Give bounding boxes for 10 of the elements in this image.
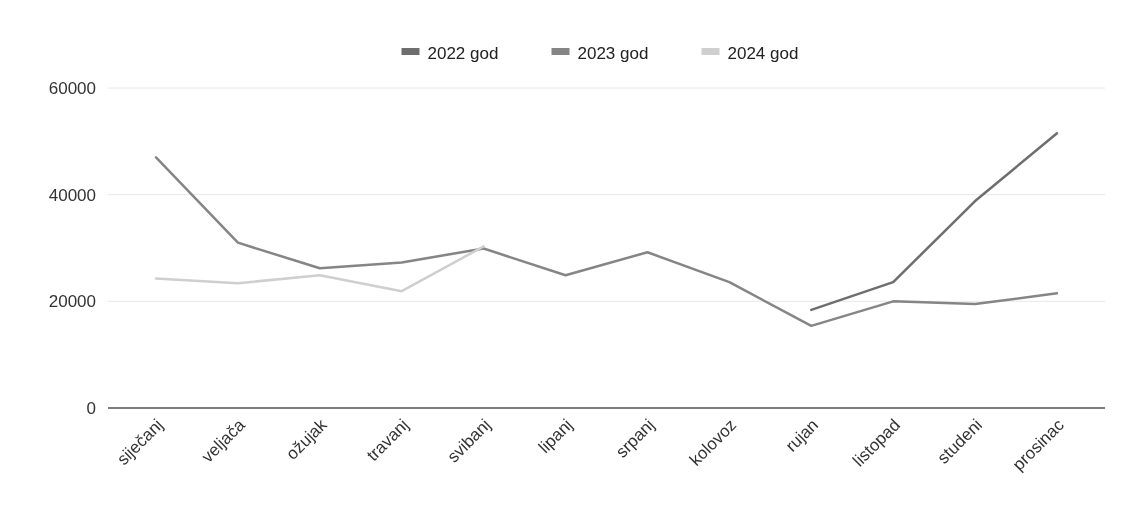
legend-label: 2022 god bbox=[427, 43, 499, 63]
line-series bbox=[154, 156, 1059, 328]
y-tick-label: 40000 bbox=[48, 185, 96, 205]
legend-label: 2023 god bbox=[577, 43, 649, 63]
line-series bbox=[810, 132, 1059, 312]
y-tick-label: 60000 bbox=[48, 78, 96, 98]
line-series bbox=[154, 245, 485, 293]
legend-label: 2024 god bbox=[727, 43, 799, 63]
y-tick-label: 0 bbox=[86, 398, 96, 418]
y-tick-label: 20000 bbox=[48, 292, 96, 312]
